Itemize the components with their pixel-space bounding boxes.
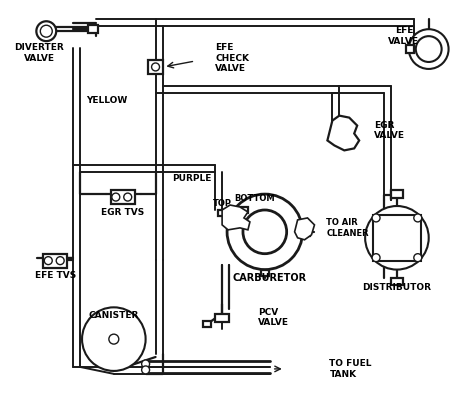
Bar	[391, 277, 403, 285]
Bar	[88, 25, 98, 33]
Text: DISTRIBUTOR: DISTRIBUTOR	[363, 283, 431, 292]
Bar	[147, 60, 164, 74]
Text: TO AIR
CLEANER: TO AIR CLEANER	[327, 218, 369, 238]
Bar	[43, 254, 67, 267]
Circle shape	[365, 206, 428, 270]
Bar	[203, 321, 211, 327]
Text: DIVERTER
VALVE: DIVERTER VALVE	[14, 43, 64, 63]
Bar	[391, 190, 403, 198]
Text: BOTTOM: BOTTOM	[235, 193, 275, 203]
Text: TO FUEL
TANK: TO FUEL TANK	[329, 359, 372, 379]
Bar	[218, 210, 226, 216]
Circle shape	[142, 360, 150, 368]
Text: PCV
VALVE: PCV VALVE	[258, 307, 289, 327]
Bar	[302, 228, 310, 236]
Circle shape	[409, 29, 448, 69]
Circle shape	[44, 257, 52, 265]
Circle shape	[36, 21, 56, 41]
Polygon shape	[222, 205, 250, 230]
Circle shape	[109, 334, 119, 344]
Circle shape	[372, 254, 380, 262]
Circle shape	[56, 257, 64, 265]
Text: EFE TVS: EFE TVS	[35, 271, 76, 280]
Text: EGR TVS: EGR TVS	[101, 208, 145, 218]
Text: TOP: TOP	[213, 198, 232, 208]
Text: EFE
VALVE: EFE VALVE	[388, 27, 419, 46]
Circle shape	[124, 193, 132, 201]
Circle shape	[152, 63, 160, 71]
Circle shape	[416, 36, 442, 62]
Circle shape	[142, 366, 150, 374]
Bar	[261, 270, 269, 275]
Circle shape	[372, 214, 380, 222]
Circle shape	[82, 307, 146, 371]
Text: CARBURETOR: CARBURETOR	[233, 272, 307, 282]
Circle shape	[414, 254, 422, 262]
Polygon shape	[328, 116, 359, 151]
Bar	[406, 45, 414, 53]
Bar	[373, 215, 421, 261]
Circle shape	[112, 193, 120, 201]
Polygon shape	[295, 218, 314, 240]
Bar	[240, 207, 248, 213]
Text: YELLOW: YELLOW	[86, 96, 127, 105]
Bar	[215, 314, 229, 322]
Text: EFE
CHECK
VALVE: EFE CHECK VALVE	[215, 43, 249, 73]
Circle shape	[40, 25, 52, 37]
Text: CANISTER: CANISTER	[89, 311, 139, 320]
Circle shape	[227, 194, 302, 270]
Bar	[111, 190, 135, 204]
Circle shape	[414, 214, 422, 222]
Text: PURPLE: PURPLE	[173, 174, 212, 183]
Circle shape	[243, 210, 287, 254]
Text: EGR
VALVE: EGR VALVE	[374, 121, 405, 140]
